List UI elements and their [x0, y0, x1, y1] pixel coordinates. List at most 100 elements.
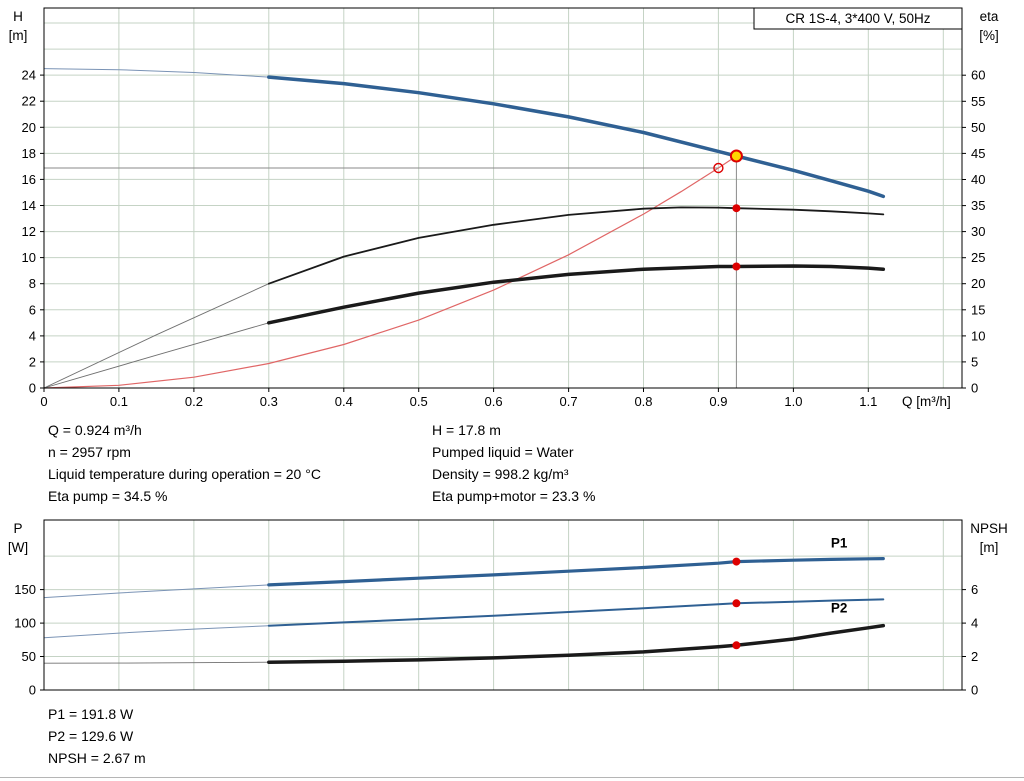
y-right-axis-title: [m]: [980, 540, 999, 555]
y-left-tick-label: 22: [22, 94, 36, 109]
duty-info-left: Q = 0.924 m³/h n = 2957 rpm Liquid tempe…: [48, 419, 321, 507]
x-tick-label: 0.3: [260, 394, 278, 409]
y-left-tick-label: 16: [22, 172, 36, 187]
y-left-axis-title: H: [13, 9, 23, 24]
info-line-pumped-liquid: Pumped liquid = Water: [432, 444, 574, 460]
eta-pump-dot: [732, 204, 741, 213]
info-line-eta-pump-motor: Eta pump+motor = 23.3 %: [432, 488, 596, 504]
qh-eta-chart-frame: [43, 7, 963, 389]
info-line-head: H = 17.8 m: [432, 422, 501, 438]
info-line-p2: P2 = 129.6 W: [48, 728, 134, 744]
y-right-tick-label: 5: [971, 354, 978, 369]
y-right-tick-label: 60: [971, 68, 985, 83]
info-line-npsh: NPSH = 2.67 m: [48, 750, 146, 766]
series-label-p2: P2: [831, 600, 848, 615]
eta-pump-leadin: [43, 283, 270, 389]
y-right-tick-label: 50: [971, 120, 985, 135]
y-left-axis-title: P: [13, 521, 22, 536]
y-left-tick-label: 10: [22, 250, 36, 265]
y-right-tick-label: 4: [971, 616, 978, 631]
requested-point-marker: [713, 162, 724, 174]
y-right-tick-label: 35: [971, 198, 985, 213]
series-label-p1: P1: [831, 535, 848, 550]
p1-dot: [732, 557, 741, 566]
power-npsh-chart-frame: [43, 519, 963, 691]
y-right-tick-label: 15: [971, 302, 985, 317]
x-tick-label: 0.8: [634, 394, 652, 409]
eta-pump-motor-curve: [267, 264, 886, 325]
info-line-q: Q = 0.924 m³/h: [48, 422, 142, 438]
y-left-tick-label: 0: [29, 381, 36, 396]
duty-parabola: [43, 155, 738, 389]
x-tick-label: 0.1: [110, 394, 128, 409]
p1-leadin: [43, 584, 270, 599]
eta-pump-curve: [267, 206, 885, 285]
y-right-tick-label: 10: [971, 328, 985, 343]
npsh-curve: [267, 623, 886, 664]
x-tick-label: 0: [40, 394, 47, 409]
x-tick-label: 1.1: [859, 394, 877, 409]
y-right-tick-label: 55: [971, 94, 985, 109]
npsh-dot: [732, 641, 741, 650]
y-right-tick-label: 6: [971, 582, 978, 597]
x-tick-label: 0.2: [185, 394, 203, 409]
footer-divider: [0, 777, 1024, 778]
qh-curve: [267, 75, 886, 199]
y-right-tick-label: 25: [971, 250, 985, 265]
y-right-tick-label: 20: [971, 276, 985, 291]
x-tick-label: 0.9: [709, 394, 727, 409]
duty-point-marker: [729, 149, 743, 163]
info-line-speed: n = 2957 rpm: [48, 444, 131, 460]
y-right-axis-title: [%]: [979, 28, 999, 43]
y-left-tick-label: 0: [29, 683, 36, 698]
x-tick-label: 0.6: [485, 394, 503, 409]
p2-dot: [732, 599, 741, 608]
y-right-axis-title: NPSH: [970, 521, 1008, 536]
info-line-p1: P1 = 191.8 W: [48, 706, 134, 722]
x-tick-label: 0.5: [410, 394, 428, 409]
power-npsh-chart: 0 50 100 150 0 2 4 6 P [W] NPSH [m] P1 P2: [8, 519, 1008, 698]
y-left-tick-label: 18: [22, 146, 36, 161]
y-left-tick-label: 12: [22, 224, 36, 239]
y-right-tick-label: 2: [971, 649, 978, 664]
p2-leadin: [43, 625, 270, 639]
y-right-axis-title: eta: [980, 9, 999, 24]
info-line-eta-pump: Eta pump = 34.5 %: [48, 488, 168, 504]
qh-eta-chart: 0 0.1 0.2 0.3 0.4 0.5 0.6 0.7 0.8 0.9 1.0 1.1024681…: [9, 7, 999, 409]
y-left-tick-label: 150: [14, 582, 36, 597]
y-left-tick-label: 8: [29, 276, 36, 291]
p1-curve: [267, 556, 885, 587]
y-left-tick-label: 100: [14, 616, 36, 631]
y-left-tick-label: 2: [29, 354, 36, 369]
x-axis-title: Q [m³/h]: [902, 394, 951, 409]
duty-info-right: H = 17.8 m Pumped liquid = Water Density…: [432, 419, 595, 507]
y-left-axis-title: [m]: [9, 28, 28, 43]
power-info: P1 = 191.8 W P2 = 129.6 W NPSH = 2.67 m: [48, 703, 146, 769]
chart-title-box: [753, 7, 963, 30]
y-right-tick-label: 0: [971, 683, 978, 698]
y-right-tick-label: 40: [971, 172, 985, 187]
y-right-tick-label: 0: [971, 381, 978, 396]
x-tick-label: 0.7: [560, 394, 578, 409]
y-left-axis-title: [W]: [8, 540, 28, 555]
y-right-tick-label: 45: [971, 146, 985, 161]
chart-title: CR 1S-4, 3*400 V, 50Hz: [785, 11, 930, 26]
y-left-tick-label: 20: [22, 120, 36, 135]
x-tick-label: 1.0: [784, 394, 802, 409]
y-left-tick-label: 24: [22, 68, 36, 83]
info-line-density: Density = 998.2 kg/m³: [432, 466, 569, 482]
eta-pump-motor-dot: [732, 262, 741, 271]
y-left-tick-label: 50: [22, 649, 36, 664]
eta-pump-motor-leadin: [43, 322, 270, 389]
info-line-liquid-temp: Liquid temperature during operation = 20…: [48, 466, 321, 482]
y-left-tick-label: 4: [29, 328, 36, 343]
p2-curve: [267, 598, 885, 627]
x-tick-label: 0.4: [335, 394, 353, 409]
y-left-tick-label: 14: [22, 198, 36, 213]
npsh-leadin: [43, 661, 270, 664]
y-left-tick-label: 6: [29, 302, 36, 317]
qh-curve-leadin: [43, 68, 270, 78]
y-right-tick-label: 30: [971, 224, 985, 239]
